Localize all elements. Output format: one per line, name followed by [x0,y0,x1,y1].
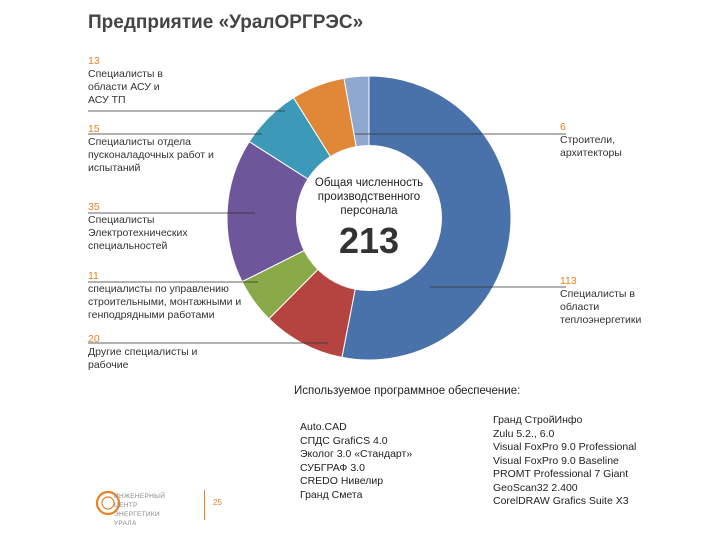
software-2-item: Гранд СтройИнфо [493,414,583,426]
label-asu: 13 Специалисты в области АСУ и АСУ ТП [88,55,178,107]
label-heat: 113 Специалисты в области теплоэнергетик… [560,275,655,327]
label-pnr: 15 Специалисты отдела пусконаладочных ра… [88,123,228,175]
label-other-text: Другие специалисты и рабочие [88,346,198,371]
software-list-1: Auto.CAD СПДС GrafiCS 4.0 Эколог 3.0 «Стан… [300,421,412,502]
software-1-item: Эколог 3.0 «Стандарт» [300,448,413,460]
label-builders: 6 Строители, архитекторы [560,121,635,160]
software-title: Используемое программное обеспечение: [294,385,521,397]
label-pnr-text: Специалисты отдела пусконаладочных работ… [88,136,214,174]
software-list-2: Гранд СтройИнфо Zulu 5.2., 6.0 Visual FoxP… [493,414,636,509]
page-number: 25 [213,498,222,507]
donut-hole [296,145,442,291]
label-electro-value: 35 [88,201,100,213]
label-electro-text: Специалисты Электротехнических специальн… [88,214,188,252]
label-mgmt: 11 специалисты по управлению строительны… [88,270,258,322]
company-logo [95,490,121,516]
software-1-item: Гранд Смета [300,488,363,501]
software-2-item: Visual FoxPro 9.0 Professional [493,441,637,453]
label-electro: 35 Специалисты Электротехнических специа… [88,201,208,253]
software-1-item: СПДС GrafiCS 4.0 [300,434,388,447]
label-asu-value: 13 [88,55,100,67]
leader-lines [88,110,566,344]
software-2-item: Visual FoxPro 9.0 Baseline [493,454,619,467]
label-builders-value: 6 [560,121,566,133]
logo-text: ИНЖЕНЕРНЫЙ ЦЕНТР ЭНЕРГЕТИКИ УРАЛА [114,493,166,527]
software-2-item: Zulu 5.2., 6.0 [493,427,555,440]
software-2-item: CorelDRAW Grafics Suite X3 [493,495,629,507]
donut-center-label: Общая численность производственного перс… [314,177,424,217]
label-heat-value: 113 [560,275,577,287]
software-1-item: Auto.CAD [300,421,347,433]
software-2-item: GeoScan32 2.400 [493,481,578,494]
label-asu-text: Специалисты в области АСУ и АСУ ТП [88,68,163,106]
label-pnr-value: 15 [88,123,100,135]
label-mgmt-text: специалисты по управлению строительными,… [88,283,242,321]
page-title: Предприятие «УралОРГРЭС» [88,12,364,33]
label-builders-text: Строители, архитекторы [560,134,622,159]
footer-divider [204,490,205,520]
label-other-value: 20 [88,333,100,345]
label-mgmt-value: 11 [88,270,99,282]
label-other: 20 Другие специалисты и рабочие [88,333,208,372]
software-2-item: PROMT Professional 7 Giant [493,468,629,480]
software-1-item: СУБГРАФ 3.0 [300,461,365,474]
donut-center-total: 213 [338,220,400,261]
label-heat-text: Специалисты в области теплоэнергетики [560,288,642,326]
software-1-item: CREDO Нивелир [300,475,384,487]
